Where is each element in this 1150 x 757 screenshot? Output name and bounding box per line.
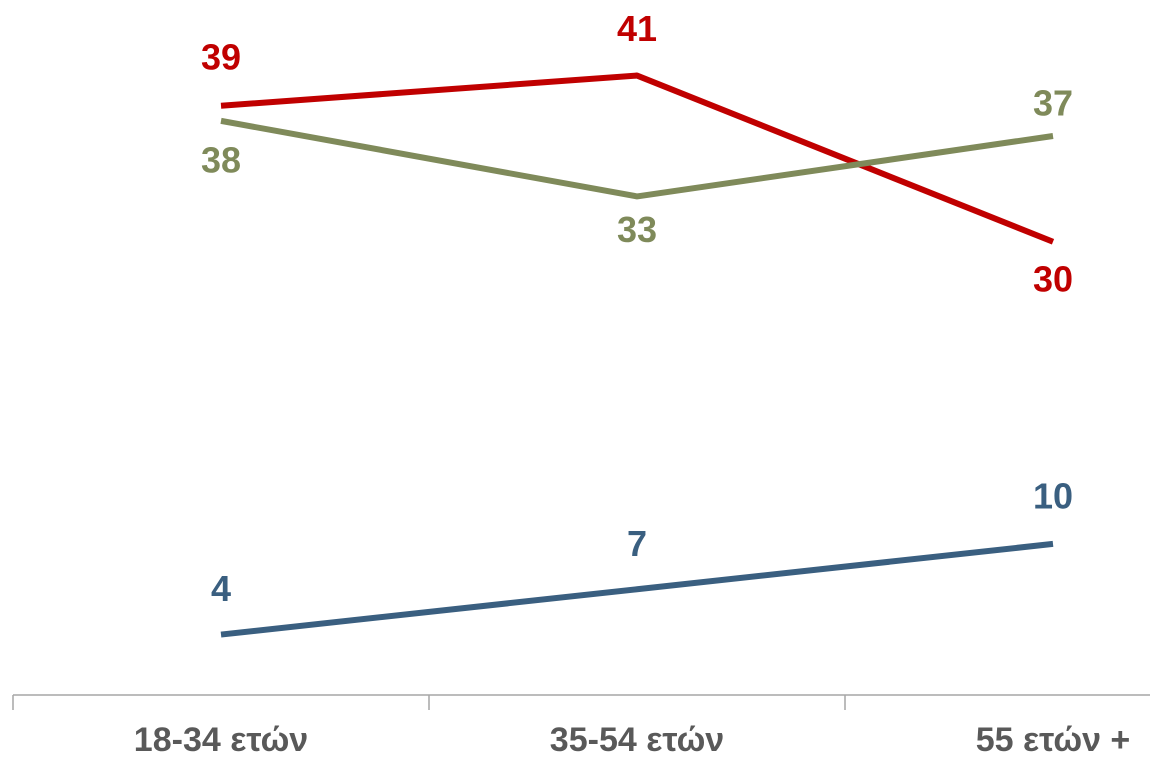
data-label: 10: [1033, 475, 1073, 516]
data-label: 33: [617, 209, 657, 250]
line: [220, 117, 1054, 200]
x-tick-label: 18-34 ετών: [134, 721, 308, 757]
data-label: 41: [617, 8, 657, 49]
data-label: 37: [1033, 82, 1073, 123]
data-label: 7: [627, 523, 647, 564]
data-label: 39: [201, 36, 241, 77]
line: [220, 72, 1055, 245]
x-tick-label: 35-54 ετών: [550, 721, 724, 757]
x-tick-label: 55 ετών +: [976, 721, 1131, 757]
data-label: 38: [201, 139, 241, 180]
data-label: 30: [1033, 258, 1073, 299]
line: [220, 540, 1054, 638]
data-label: 4: [211, 568, 231, 609]
